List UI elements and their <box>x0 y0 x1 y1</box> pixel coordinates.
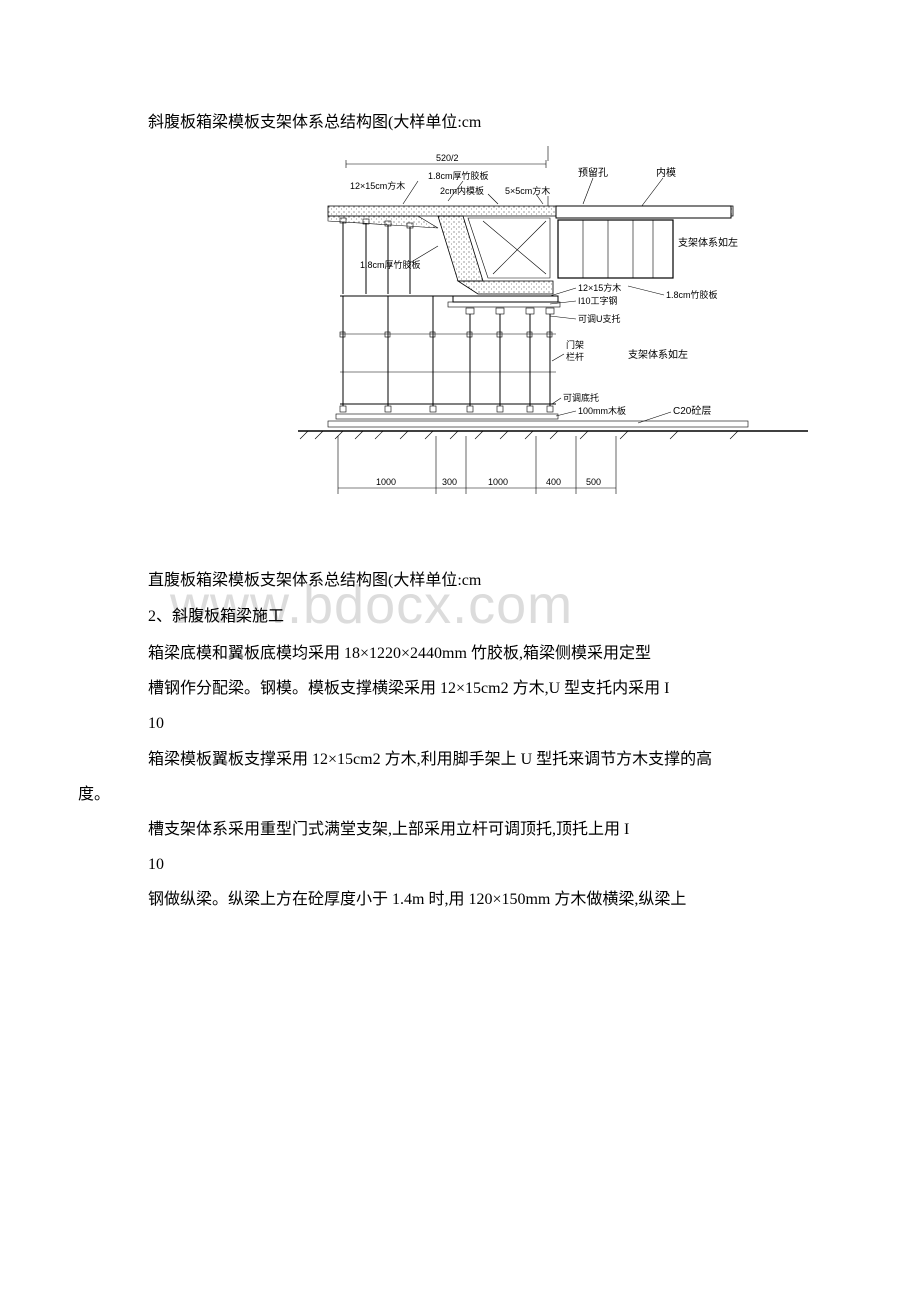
paragraph-7: 钢做纵梁。纵梁上方在砼厚度小于 1.4m 时,用 120×150mm 方木做横梁… <box>148 882 810 917</box>
lbl-l3: 2cm内模板 <box>440 185 484 196</box>
paragraph-1: 箱梁底模和翼板底模均采用 18×1220×2440mm 竹胶板,箱梁侧模采用定型 <box>148 636 810 671</box>
paragraph-3: 10 <box>148 706 810 741</box>
u-heads-main <box>466 308 554 314</box>
lbl-l9: 12×15方木 <box>578 282 621 293</box>
lbl-l15: 支架体系如左 <box>628 348 688 361</box>
portal-frames <box>340 296 556 406</box>
paragraph-4b: 度。 <box>78 777 810 812</box>
dim-b1: 1000 <box>376 477 396 487</box>
lbl-l7: 支架体系如左 <box>678 236 738 249</box>
lbl-l18: C20砼层 <box>673 404 711 417</box>
paragraph-4a: 箱梁模板翼板支撑采用 12×15cm2 方木,利用脚手架上 U 型托来调节方木支… <box>148 742 810 777</box>
lbl-l11: 1.8cm竹胶板 <box>666 289 718 300</box>
base-jacks <box>340 406 553 412</box>
dim-b2: 300 <box>442 477 457 487</box>
dim-b5: 500 <box>586 477 601 487</box>
lbl-l5: 预留孔 <box>578 166 608 179</box>
lbl-l13: 门架 <box>566 339 584 350</box>
lbl-l14: 栏杆 <box>566 351 584 362</box>
lbl-l4: 5×5cm方木 <box>505 185 550 196</box>
lbl-l10: I10工字钢 <box>578 295 618 306</box>
caption-2: 直腹板箱梁模板支架体系总结构图(大样单位:cm <box>148 566 810 590</box>
lbl-l8: 1.8cm厚竹胶板 <box>360 259 421 270</box>
paragraph-5: 槽支架体系采用重型门式满堂支架,上部采用立杆可调顶托,顶托上用 I <box>148 812 810 847</box>
lbl-l2: 1.8cm厚竹胶板 <box>428 170 489 181</box>
lbl-l6: 内模 <box>656 166 676 179</box>
lbl-l16: 可调底托 <box>563 392 599 403</box>
lbl-l1: 12×15cm方木 <box>350 180 405 191</box>
lbl-l17: 100mm木板 <box>578 405 626 416</box>
dim-b4: 400 <box>546 477 561 487</box>
caption-1: 斜腹板箱梁模板支架体系总结构图(大样单位:cm <box>148 108 810 132</box>
dim-top: 520/2 <box>436 153 459 163</box>
ground-hatch <box>300 431 738 439</box>
section-heading: 2、斜腹板箱梁施工 <box>148 602 810 626</box>
dim-b3: 1000 <box>488 477 508 487</box>
paragraph-2: 槽钢作分配梁。钢模。模板支撑横梁采用 12×15cm2 方木,U 型支托内采用 … <box>148 671 810 706</box>
paragraph-6: 10 <box>148 847 810 882</box>
structure-diagram: 520/2 12×15cm方木 1.8cm厚竹胶板 2cm内模板 5×5cm方木… <box>288 146 818 526</box>
lbl-l12: 可调U支托 <box>578 313 621 324</box>
